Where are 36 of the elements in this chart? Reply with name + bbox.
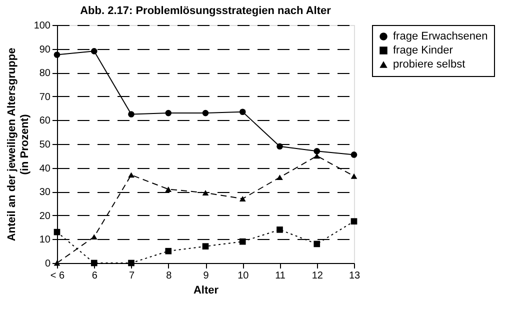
y-tick-label: 70 (39, 92, 51, 103)
y-tick-label: 80 (39, 68, 51, 80)
point (202, 243, 209, 250)
x-tick-label: 11 (275, 270, 286, 282)
point (350, 152, 358, 158)
x-tick-label: 8 (166, 270, 172, 282)
point (128, 260, 134, 266)
y-tick-label: 90 (39, 44, 51, 56)
y-tick-label: 30 (39, 187, 51, 198)
point (276, 226, 283, 233)
legend-label: frage Kinder (393, 44, 454, 56)
x-tick-label: 12 (312, 270, 324, 282)
y-tick-label: 60 (39, 116, 51, 127)
y-tick-label: 50 (39, 140, 51, 150)
legend-label: frage Erwachsenen (393, 30, 488, 42)
point (165, 248, 172, 254)
y-tick-label: 20 (39, 210, 51, 222)
y-tick-label: 10 (39, 234, 51, 246)
point (239, 238, 246, 245)
x-tick-label: 6 (92, 270, 98, 282)
x-tick-label: 10 (238, 270, 250, 282)
point (54, 52, 60, 58)
x-tick-label: 7 (128, 270, 135, 282)
x-tick-label: 9 (203, 270, 210, 282)
point (165, 186, 172, 192)
point (350, 218, 358, 225)
y-axis-title: Anteil an der jeweiligen Altersgruppe (in Prozent) (6, 48, 31, 242)
chart-title: Abb. 2.17: Problemlösungsstrategien nach Alter (80, 5, 332, 17)
legend-label: probiere selbst (393, 58, 466, 70)
y-tick-label: 100 (34, 20, 51, 32)
x-tick-label: < 6 (50, 270, 66, 282)
x-tick-label: 13 (348, 270, 360, 282)
y-tick-label: 40 (39, 163, 51, 174)
x-axis-title: Alter (193, 284, 220, 296)
y-tick-label: 0 (44, 258, 51, 270)
point (350, 173, 358, 179)
